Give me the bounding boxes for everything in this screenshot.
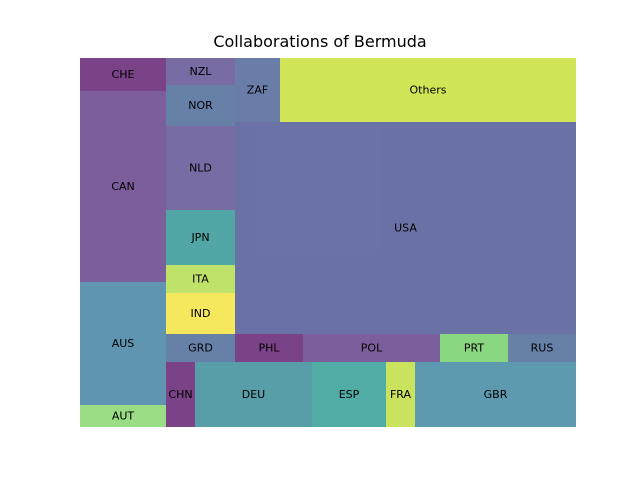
treemap-cell-deu: [195, 362, 312, 427]
treemap-label-rus: RUS: [531, 342, 554, 355]
treemap-label-nor: NOR: [188, 99, 213, 112]
treemap-label-usa: USA: [394, 222, 417, 235]
treemap-cell-rus: [508, 334, 576, 362]
treemap-label-grd: GRD: [188, 342, 213, 355]
treemap-cell-esp: [312, 362, 386, 427]
treemap-cell-zaf: [235, 58, 280, 122]
treemap-label-chn: CHN: [168, 388, 192, 401]
treemap-label-che: CHE: [112, 68, 135, 81]
treemap-cell-can: [80, 91, 166, 282]
treemap-label-pol: POL: [361, 342, 383, 355]
treemap-cell-gbr: [415, 362, 576, 427]
treemap-cell-che: [80, 58, 166, 91]
treemap-label-nzl: NZL: [190, 65, 213, 78]
treemap-cell-usa: [235, 122, 576, 334]
treemap-cell-ita: [166, 265, 235, 293]
treemap-label-others: Others: [410, 84, 447, 97]
treemap-cell-nor: [166, 85, 235, 126]
treemap-label-gbr: GBR: [484, 388, 508, 401]
treemap-cell-chn: [166, 362, 195, 427]
treemap-label-prt: PRT: [464, 342, 484, 355]
treemap-label-ind: IND: [191, 307, 211, 320]
treemap-label-aus: AUS: [112, 337, 135, 350]
treemap-label-phl: PHL: [258, 342, 280, 355]
treemap-cell-ind: [166, 293, 235, 334]
treemap-cell-pol: [303, 334, 440, 362]
treemap-label-can: CAN: [111, 180, 134, 193]
treemap-cell-jpn: [166, 210, 235, 265]
treemap-label-ita: ITA: [192, 273, 209, 286]
treemap-cell-others: [280, 58, 576, 122]
treemap-label-fra: FRA: [390, 388, 412, 401]
treemap-cell-aut: [80, 405, 166, 427]
treemap-label-zaf: ZAF: [247, 84, 268, 97]
treemap-cell-fra: [386, 362, 415, 427]
treemap-cell-aus: [80, 282, 166, 405]
chart-title: Collaborations of Bermuda: [213, 32, 427, 51]
treemap-cell-nzl: [166, 58, 235, 85]
treemap-label-deu: DEU: [242, 388, 265, 401]
treemap-label-nld: NLD: [189, 162, 212, 175]
treemap-cell-nld: [166, 126, 235, 210]
treemap-label-jpn: JPN: [190, 231, 209, 244]
treemap-cell-phl: [235, 334, 303, 362]
treemap-cell-prt: [440, 334, 508, 362]
treemap-cell-grd: [166, 334, 235, 362]
treemap-label-aut: AUT: [112, 410, 135, 423]
treemap-label-esp: ESP: [339, 388, 360, 401]
